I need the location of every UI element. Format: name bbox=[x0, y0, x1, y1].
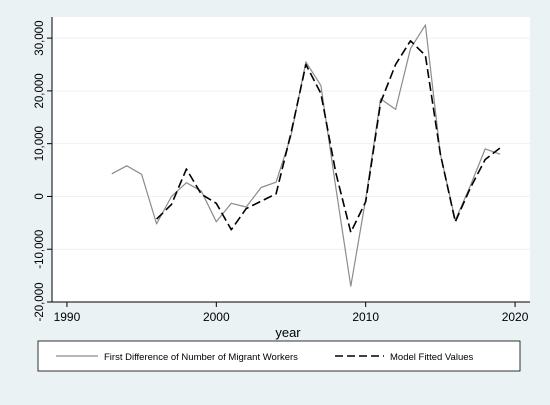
y-tick-label-5: 30,000 bbox=[34, 21, 46, 56]
axes: -20,000 -10,000 0 10,000 20,000 30,000 1990 200… bbox=[34, 17, 530, 324]
y-tick-label-4: 20,000 bbox=[34, 73, 46, 108]
series-line-model-fitted bbox=[156, 39, 501, 234]
x-axis-label: year bbox=[275, 325, 301, 340]
y-tick-label-3: 10,000 bbox=[34, 126, 46, 161]
x-tick-label-1: 2000 bbox=[203, 310, 230, 324]
x-tick-label-3: 2020 bbox=[502, 310, 529, 324]
legend-box bbox=[37, 340, 521, 372]
y-tick-label-2: 0 bbox=[34, 193, 46, 199]
x-tick-label-2: 2010 bbox=[352, 310, 379, 324]
y-tick-label-1: -10,000 bbox=[34, 230, 46, 269]
legend-label-model-fitted: Model Fitted Values bbox=[390, 352, 474, 363]
plot-area bbox=[52, 17, 530, 302]
legend-label-first-difference: First Difference of Number of Migrant Wo… bbox=[104, 352, 298, 363]
series-lines bbox=[111, 24, 501, 287]
y-tick-label-0: -20,000 bbox=[34, 282, 46, 321]
legend: First Difference of Number of Migrant Wo… bbox=[37, 340, 521, 372]
x-tick-label-0: 1990 bbox=[54, 310, 81, 324]
